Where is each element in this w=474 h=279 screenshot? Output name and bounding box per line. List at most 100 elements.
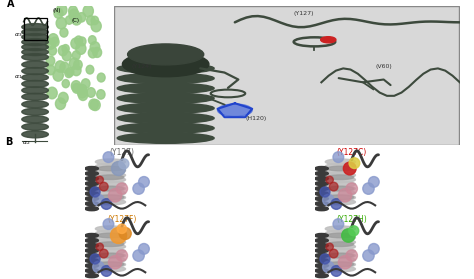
FancyBboxPatch shape bbox=[114, 6, 459, 145]
Circle shape bbox=[66, 68, 74, 76]
Circle shape bbox=[78, 90, 88, 100]
Circle shape bbox=[346, 250, 357, 261]
Circle shape bbox=[83, 5, 93, 17]
Ellipse shape bbox=[95, 199, 126, 205]
Circle shape bbox=[349, 158, 360, 169]
Circle shape bbox=[100, 249, 108, 258]
Ellipse shape bbox=[95, 168, 126, 174]
Ellipse shape bbox=[325, 239, 356, 245]
Ellipse shape bbox=[315, 187, 328, 191]
Ellipse shape bbox=[95, 266, 126, 272]
Circle shape bbox=[90, 187, 100, 197]
Ellipse shape bbox=[95, 159, 126, 165]
Circle shape bbox=[82, 79, 90, 88]
Circle shape bbox=[346, 183, 357, 194]
Circle shape bbox=[48, 34, 58, 45]
Ellipse shape bbox=[325, 226, 356, 232]
Text: (V60): (V60) bbox=[375, 64, 392, 69]
Circle shape bbox=[368, 177, 379, 187]
Ellipse shape bbox=[97, 262, 124, 267]
Circle shape bbox=[72, 65, 81, 76]
Ellipse shape bbox=[85, 177, 99, 181]
Ellipse shape bbox=[22, 80, 48, 87]
Ellipse shape bbox=[325, 244, 356, 249]
Ellipse shape bbox=[22, 33, 48, 40]
Ellipse shape bbox=[122, 52, 209, 77]
Ellipse shape bbox=[325, 186, 356, 191]
Circle shape bbox=[69, 9, 79, 21]
Circle shape bbox=[110, 227, 127, 244]
Ellipse shape bbox=[85, 249, 99, 252]
Circle shape bbox=[53, 69, 64, 81]
Circle shape bbox=[116, 250, 128, 261]
Ellipse shape bbox=[85, 197, 99, 201]
Circle shape bbox=[93, 47, 101, 57]
Ellipse shape bbox=[315, 202, 328, 206]
Circle shape bbox=[72, 14, 82, 25]
Circle shape bbox=[65, 16, 73, 24]
Circle shape bbox=[73, 51, 80, 60]
Ellipse shape bbox=[117, 93, 214, 104]
Ellipse shape bbox=[327, 175, 354, 180]
Circle shape bbox=[88, 48, 97, 58]
Circle shape bbox=[87, 16, 95, 25]
Ellipse shape bbox=[22, 44, 48, 50]
Circle shape bbox=[329, 249, 338, 258]
Circle shape bbox=[116, 183, 128, 194]
Ellipse shape bbox=[325, 159, 356, 165]
Ellipse shape bbox=[325, 172, 356, 178]
Circle shape bbox=[338, 256, 352, 269]
Circle shape bbox=[96, 243, 103, 251]
Ellipse shape bbox=[95, 253, 126, 258]
Text: (Y127H): (Y127H) bbox=[337, 215, 367, 224]
Ellipse shape bbox=[22, 93, 48, 100]
Circle shape bbox=[77, 13, 86, 22]
Ellipse shape bbox=[315, 264, 328, 268]
Circle shape bbox=[321, 37, 336, 43]
Circle shape bbox=[111, 162, 126, 175]
Ellipse shape bbox=[325, 235, 356, 240]
Ellipse shape bbox=[95, 195, 126, 200]
Ellipse shape bbox=[95, 181, 126, 187]
Ellipse shape bbox=[97, 175, 124, 180]
Ellipse shape bbox=[85, 192, 99, 196]
Circle shape bbox=[58, 92, 68, 104]
Ellipse shape bbox=[325, 253, 356, 258]
Ellipse shape bbox=[315, 192, 328, 196]
Ellipse shape bbox=[128, 44, 204, 65]
Ellipse shape bbox=[95, 226, 126, 232]
Circle shape bbox=[46, 65, 55, 75]
Circle shape bbox=[60, 62, 69, 73]
Circle shape bbox=[69, 58, 79, 69]
Ellipse shape bbox=[95, 262, 126, 267]
Text: (Y127C): (Y127C) bbox=[337, 148, 367, 157]
Ellipse shape bbox=[315, 254, 328, 258]
Ellipse shape bbox=[325, 190, 356, 196]
Ellipse shape bbox=[315, 182, 328, 186]
Circle shape bbox=[91, 16, 99, 25]
Circle shape bbox=[57, 4, 67, 16]
Circle shape bbox=[103, 152, 114, 162]
Ellipse shape bbox=[327, 186, 354, 191]
Circle shape bbox=[323, 261, 334, 273]
Circle shape bbox=[47, 87, 57, 99]
Ellipse shape bbox=[22, 131, 48, 138]
Circle shape bbox=[56, 17, 66, 29]
Ellipse shape bbox=[85, 234, 99, 237]
Ellipse shape bbox=[315, 259, 328, 263]
Circle shape bbox=[363, 250, 374, 261]
Circle shape bbox=[119, 227, 131, 239]
Ellipse shape bbox=[22, 123, 48, 130]
Ellipse shape bbox=[95, 248, 126, 254]
Ellipse shape bbox=[117, 133, 214, 143]
Circle shape bbox=[51, 37, 59, 47]
Circle shape bbox=[71, 38, 81, 49]
Ellipse shape bbox=[95, 257, 126, 263]
Ellipse shape bbox=[85, 202, 99, 206]
Circle shape bbox=[109, 189, 122, 202]
Ellipse shape bbox=[22, 108, 48, 115]
Circle shape bbox=[90, 254, 100, 264]
Circle shape bbox=[90, 42, 100, 52]
Circle shape bbox=[72, 83, 81, 93]
Circle shape bbox=[58, 45, 67, 56]
